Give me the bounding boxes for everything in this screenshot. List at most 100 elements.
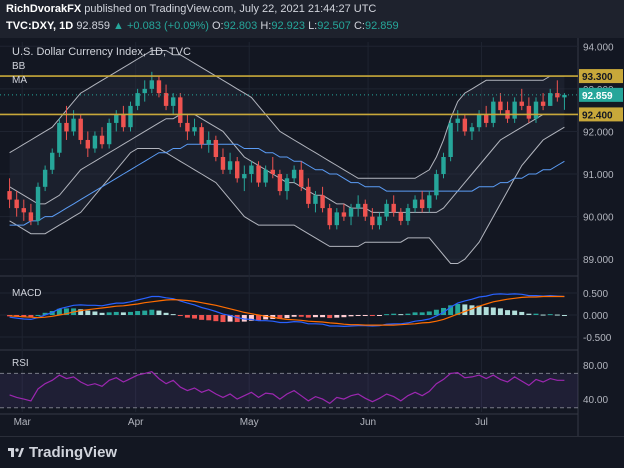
macd-histogram-bar[interactable] [412, 312, 418, 315]
macd-histogram-bar[interactable] [561, 315, 567, 316]
macd-histogram-bar[interactable] [426, 311, 432, 315]
candle-body[interactable] [121, 114, 126, 128]
macd-histogram-bar[interactable] [398, 314, 404, 316]
candle-body[interactable] [277, 174, 283, 192]
macd-histogram-bar[interactable] [547, 314, 553, 316]
macd-histogram-bar[interactable] [99, 312, 105, 315]
candle-body[interactable] [249, 165, 254, 175]
candle-body[interactable] [242, 174, 247, 179]
candle-body[interactable] [220, 157, 226, 170]
macd-histogram-bar[interactable] [391, 313, 397, 315]
candle-body[interactable] [234, 161, 240, 179]
macd-histogram-bar[interactable] [369, 315, 375, 316]
candle-body[interactable] [519, 101, 524, 106]
macd-histogram-bar[interactable] [554, 314, 560, 316]
candle-body[interactable] [355, 203, 361, 209]
candle-body[interactable] [256, 165, 261, 183]
macd-histogram-bar[interactable] [362, 315, 368, 316]
candle-body[interactable] [533, 101, 539, 119]
macd-histogram-bar[interactable] [348, 315, 354, 317]
candle-body[interactable] [412, 199, 418, 209]
candle-body[interactable] [114, 114, 119, 123]
candle-body[interactable] [427, 195, 432, 209]
candle-body[interactable] [163, 93, 169, 106]
candle-body[interactable] [213, 139, 219, 157]
candle-body[interactable] [199, 127, 204, 145]
macd-histogram-bar[interactable] [113, 311, 119, 315]
macd-histogram-bar[interactable] [248, 315, 254, 321]
candle-body[interactable] [526, 105, 532, 119]
macd-histogram-bar[interactable] [341, 315, 347, 318]
macd-histogram-bar[interactable] [21, 315, 27, 318]
macd-histogram-bar[interactable] [384, 314, 390, 316]
chart-area[interactable]: MarAprMayJunJul94.00093.00092.00091.0009… [0, 38, 624, 436]
candle-body[interactable] [462, 118, 468, 132]
macd-histogram-bar[interactable] [184, 315, 190, 318]
macd-histogram-bar[interactable] [455, 304, 461, 315]
candle-body[interactable] [291, 169, 297, 179]
macd-histogram-bar[interactable] [220, 315, 226, 323]
macd-histogram-bar[interactable] [405, 313, 411, 315]
macd-histogram-bar[interactable] [42, 312, 48, 315]
candle-body[interactable] [35, 186, 41, 221]
candle-body[interactable] [270, 169, 275, 175]
legend-bb[interactable]: BB [12, 61, 26, 72]
candle-body[interactable] [178, 97, 183, 123]
candle-body[interactable] [92, 135, 98, 149]
candle-body[interactable] [299, 169, 304, 187]
macd-histogram-bar[interactable] [156, 310, 162, 315]
macd-histogram-bar[interactable] [519, 311, 525, 315]
macd-histogram-bar[interactable] [284, 315, 290, 319]
candle-body[interactable] [348, 208, 354, 217]
author-name[interactable]: RichDvorakFX [6, 3, 82, 15]
macd-histogram-bar[interactable] [540, 314, 546, 316]
macd-histogram-bar[interactable] [419, 312, 425, 315]
candle-body[interactable] [14, 199, 19, 209]
candle-body[interactable] [263, 169, 268, 183]
candle-body[interactable] [469, 127, 475, 132]
candle-body[interactable] [562, 94, 567, 98]
candle-body[interactable] [320, 195, 325, 209]
candle-body[interactable] [441, 157, 446, 175]
candle-body[interactable] [185, 122, 190, 132]
candle-body[interactable] [106, 122, 112, 145]
candle-body[interactable] [170, 97, 176, 106]
macd-histogram-bar[interactable] [192, 315, 198, 319]
candle-body[interactable] [284, 178, 290, 192]
macd-histogram-bar[interactable] [128, 311, 133, 315]
candle-body[interactable] [99, 135, 105, 145]
candle-body[interactable] [341, 212, 347, 217]
macd-histogram-bar[interactable] [163, 312, 169, 315]
macd-histogram-bar[interactable] [327, 315, 333, 319]
macd-histogram-bar[interactable] [298, 315, 304, 317]
candle-body[interactable] [78, 118, 83, 140]
macd-histogram-bar[interactable] [441, 307, 446, 315]
candle-body[interactable] [498, 101, 503, 111]
candle-body[interactable] [377, 216, 382, 226]
macd-histogram-bar[interactable] [142, 310, 148, 315]
macd-histogram-bar[interactable] [92, 311, 98, 315]
macd-histogram-bar[interactable] [63, 308, 69, 315]
macd-histogram-bar[interactable] [177, 315, 183, 316]
macd-histogram-bar[interactable] [277, 315, 283, 319]
candle-body[interactable] [512, 101, 517, 119]
macd-histogram-bar[interactable] [213, 315, 219, 322]
candle-body[interactable] [128, 105, 133, 128]
candle-body[interactable] [398, 212, 404, 221]
candle-body[interactable] [455, 118, 460, 123]
candle-body[interactable] [555, 93, 560, 98]
candle-body[interactable] [327, 208, 332, 226]
macd-histogram-bar[interactable] [312, 315, 318, 318]
candle-body[interactable] [50, 152, 55, 170]
macd-histogram-bar[interactable] [78, 309, 84, 315]
candle-body[interactable] [28, 212, 34, 221]
candle-body[interactable] [491, 101, 496, 123]
macd-histogram-bar[interactable] [291, 315, 297, 317]
candle-body[interactable] [384, 203, 389, 217]
macd-histogram-bar[interactable] [120, 312, 126, 315]
macd-histogram-bar[interactable] [305, 315, 311, 318]
macd-histogram-bar[interactable] [227, 315, 233, 322]
symbol-label[interactable]: TVC:DXY, 1D [6, 20, 74, 32]
candle-body[interactable] [192, 127, 197, 132]
macd-histogram-bar[interactable] [512, 310, 518, 315]
